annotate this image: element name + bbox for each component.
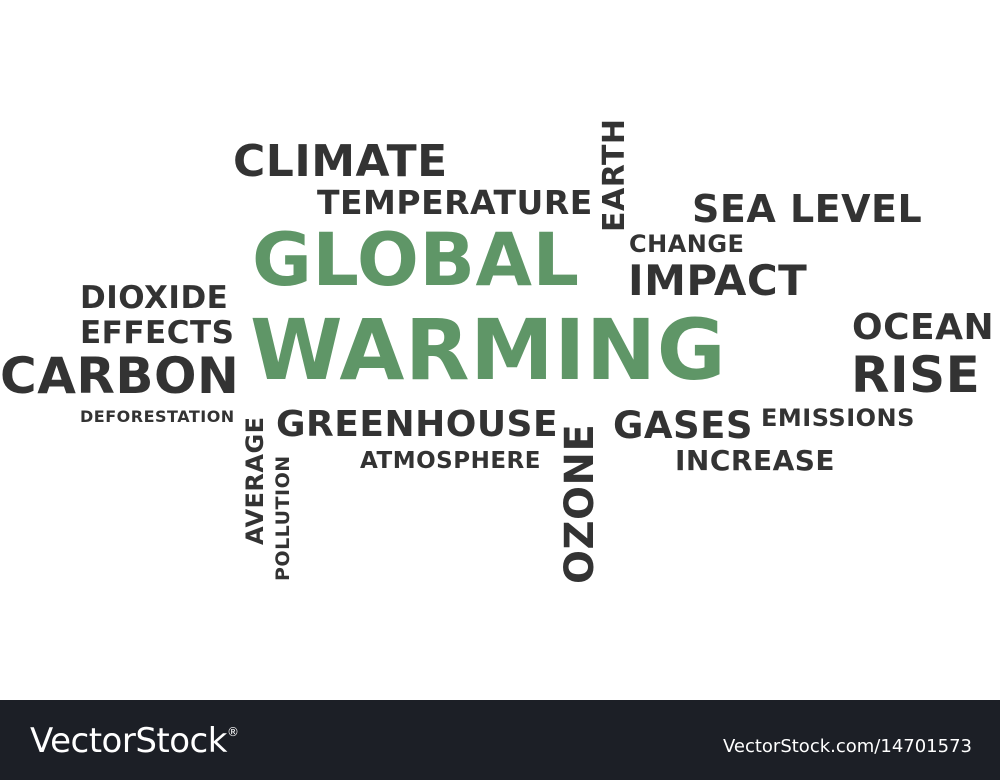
word-cloud: CLIMATE TEMPERATURE EARTH SEA LEVEL CHAN… bbox=[0, 118, 995, 584]
registered-mark-icon: ® bbox=[226, 725, 239, 739]
vectorstock-logo[interactable]: VectorStock® bbox=[30, 721, 239, 761]
brand-text: VectorStock bbox=[30, 721, 227, 761]
word-emissions: EMISSIONS bbox=[761, 404, 915, 432]
word-rise: RISE bbox=[851, 346, 981, 404]
word-gases: GASES bbox=[613, 404, 754, 447]
word-pollution: POLLUTION bbox=[272, 455, 294, 581]
word-atmosphere: ATMOSPHERE bbox=[360, 448, 541, 474]
word-change: CHANGE bbox=[629, 230, 745, 258]
word-temperature: TEMPERATURE bbox=[317, 183, 593, 222]
word-effects: EFFECTS bbox=[80, 315, 235, 351]
image-id-link[interactable]: VectorStock.com/14701573 bbox=[722, 736, 972, 757]
word-deforestation: DEFORESTATION bbox=[80, 407, 235, 426]
word-global: GLOBAL bbox=[252, 218, 580, 303]
word-impact: IMPACT bbox=[628, 256, 808, 305]
word-increase: INCREASE bbox=[675, 444, 836, 477]
word-sea-level: SEA LEVEL bbox=[692, 187, 923, 231]
word-greenhouse: GREENHOUSE bbox=[276, 404, 559, 445]
footer-bar: VectorStock® VectorStock.com/14701573 bbox=[0, 700, 1000, 780]
word-warming: WARMING bbox=[250, 301, 727, 399]
word-average: AVERAGE bbox=[241, 416, 269, 545]
word-carbon: CARBON bbox=[0, 347, 240, 405]
word-dioxide: DIOXIDE bbox=[80, 280, 229, 316]
word-ozone: OZONE bbox=[557, 423, 603, 584]
word-climate: CLIMATE bbox=[233, 136, 448, 187]
word-ocean: OCEAN bbox=[852, 307, 995, 348]
word-earth: EARTH bbox=[597, 118, 632, 232]
